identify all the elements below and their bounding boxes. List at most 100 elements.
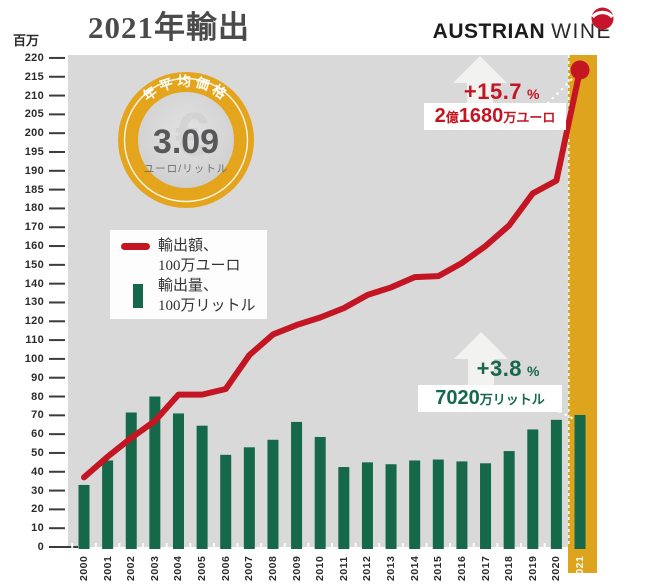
- legend-volume-label: 輸出量、 100万リットル: [158, 276, 256, 316]
- y-tick-label-70: 70: [31, 409, 44, 422]
- y-tick-label-100: 100: [24, 352, 44, 365]
- legend-line-swatch: [121, 243, 150, 250]
- y-tick-100: [49, 357, 65, 360]
- x-tick-label-2019: 2019: [526, 555, 539, 581]
- x-tick-label-2009: 2009: [290, 555, 303, 581]
- y-tick-200: [49, 132, 65, 135]
- y-tick-label-50: 50: [31, 446, 44, 459]
- badge-inner-circle: [138, 92, 234, 188]
- volume-amount-number: 7020: [435, 387, 480, 409]
- y-tick-label-205: 205: [24, 108, 44, 121]
- x-tick: [543, 543, 546, 551]
- x-tick: [331, 543, 334, 551]
- y-tick-label-0: 0: [37, 541, 44, 553]
- bar-2004: [172, 413, 184, 549]
- y-tick-205: [49, 113, 65, 116]
- austrian-wine-logo: AUSTRIAN WINE: [430, 20, 612, 44]
- x-tick-label-2007: 2007: [243, 555, 256, 581]
- legend-volume-line2: 100万リットル: [158, 298, 256, 314]
- x-tick: [354, 543, 357, 551]
- y-tick-185: [49, 188, 65, 191]
- y-tick-label-90: 90: [31, 371, 44, 384]
- bar-2009: [291, 421, 303, 549]
- legend-value-label: 輸出額、 100万ユーロ: [158, 236, 241, 276]
- y-tick-140: [49, 282, 65, 285]
- bar-2011: [338, 467, 350, 549]
- y-tick-50: [49, 451, 65, 454]
- y-tick-195: [49, 150, 65, 153]
- volume-amount-unit: 万リットル: [479, 392, 545, 407]
- badge-ring: [123, 77, 249, 203]
- bar-2006: [220, 454, 232, 549]
- bar-2007: [243, 447, 255, 549]
- y-tick-label-80: 80: [31, 390, 44, 403]
- y-tick-90: [49, 376, 65, 379]
- bar-2017: [480, 463, 492, 549]
- bar-2002: [125, 412, 137, 549]
- y-tick-label-190: 190: [24, 164, 44, 177]
- y-tick-label-195: 195: [24, 145, 44, 158]
- volume-growth-number: +3.8: [476, 356, 523, 381]
- up-arrow-icon: [454, 332, 508, 388]
- x-tick-label-2008: 2008: [266, 555, 279, 581]
- y-tick-label-130: 130: [24, 296, 44, 309]
- y-axis-unit-label: 百万: [13, 33, 40, 48]
- callout-connector-volume: [546, 404, 576, 421]
- x-tick: [236, 543, 239, 551]
- y-tick-10: [49, 527, 65, 530]
- legend: 輸出額、 100万ユーロ 輸出量、 100万リットル: [110, 230, 267, 319]
- page-title: 2021年輸出: [88, 10, 250, 45]
- x-tick-label-2005: 2005: [196, 555, 209, 581]
- y-tick-label-60: 60: [31, 428, 44, 441]
- bar-2010: [314, 436, 326, 549]
- y-tick-190: [49, 169, 65, 172]
- y-tick-150: [49, 263, 65, 266]
- logo-text-bold: AUSTRIAN: [432, 20, 546, 43]
- y-tick-80: [49, 395, 65, 398]
- bar-2019: [527, 429, 539, 549]
- y-tick-label-170: 170: [24, 221, 44, 234]
- bar-2001: [102, 460, 114, 549]
- x-tick: [142, 543, 145, 551]
- axis-ticks-layer: [49, 56, 546, 551]
- x-tick-label-2010: 2010: [314, 555, 327, 581]
- y-tick-60: [49, 433, 65, 436]
- bar-2020: [550, 419, 562, 549]
- x-tick: [378, 543, 381, 551]
- value-amount-unit1: 億: [445, 110, 459, 125]
- average-price-value: 3.09: [153, 123, 219, 161]
- y-tick-label-220: 220: [24, 51, 44, 64]
- y-tick-170: [49, 226, 65, 229]
- x-tick-label-2015: 2015: [432, 555, 445, 581]
- x-tick: [212, 543, 215, 551]
- y-tick-label-215: 215: [24, 70, 44, 83]
- y-tick-label-185: 185: [24, 183, 44, 196]
- bar-2012: [361, 462, 373, 549]
- x-tick-label-2006: 2006: [219, 555, 232, 581]
- y-tick-label-110: 110: [25, 334, 44, 347]
- x-tick-label-2001: 2001: [101, 555, 114, 581]
- y-tick-210: [49, 94, 65, 97]
- x-tick-label-2000: 2000: [78, 555, 90, 581]
- volume-bars-layer: [78, 396, 586, 549]
- value-line-layer: [81, 60, 590, 481]
- x-tick: [472, 543, 475, 551]
- y-tick-label-40: 40: [31, 465, 44, 478]
- euro-watermark: €: [175, 101, 209, 170]
- x-tick-label-2012: 2012: [361, 555, 374, 581]
- x-tick: [307, 543, 310, 551]
- y-tick-160: [49, 245, 65, 248]
- value-line: [81, 66, 584, 481]
- legend-value-line2: 100万ユーロ: [158, 258, 241, 274]
- bar-2003: [149, 396, 161, 549]
- value-amount-unit2: 万ユーロ: [503, 110, 556, 125]
- volume-2021-callout: 7020万リットル: [418, 385, 562, 412]
- bar-2013: [385, 464, 397, 549]
- x-tick-label-2021: 2021: [574, 555, 587, 581]
- y-tick-label-200: 200: [24, 127, 44, 140]
- x-tick-label-2002: 2002: [125, 555, 138, 581]
- y-tick-180: [49, 207, 65, 210]
- bar-2008: [267, 439, 279, 549]
- x-tick: [496, 543, 499, 551]
